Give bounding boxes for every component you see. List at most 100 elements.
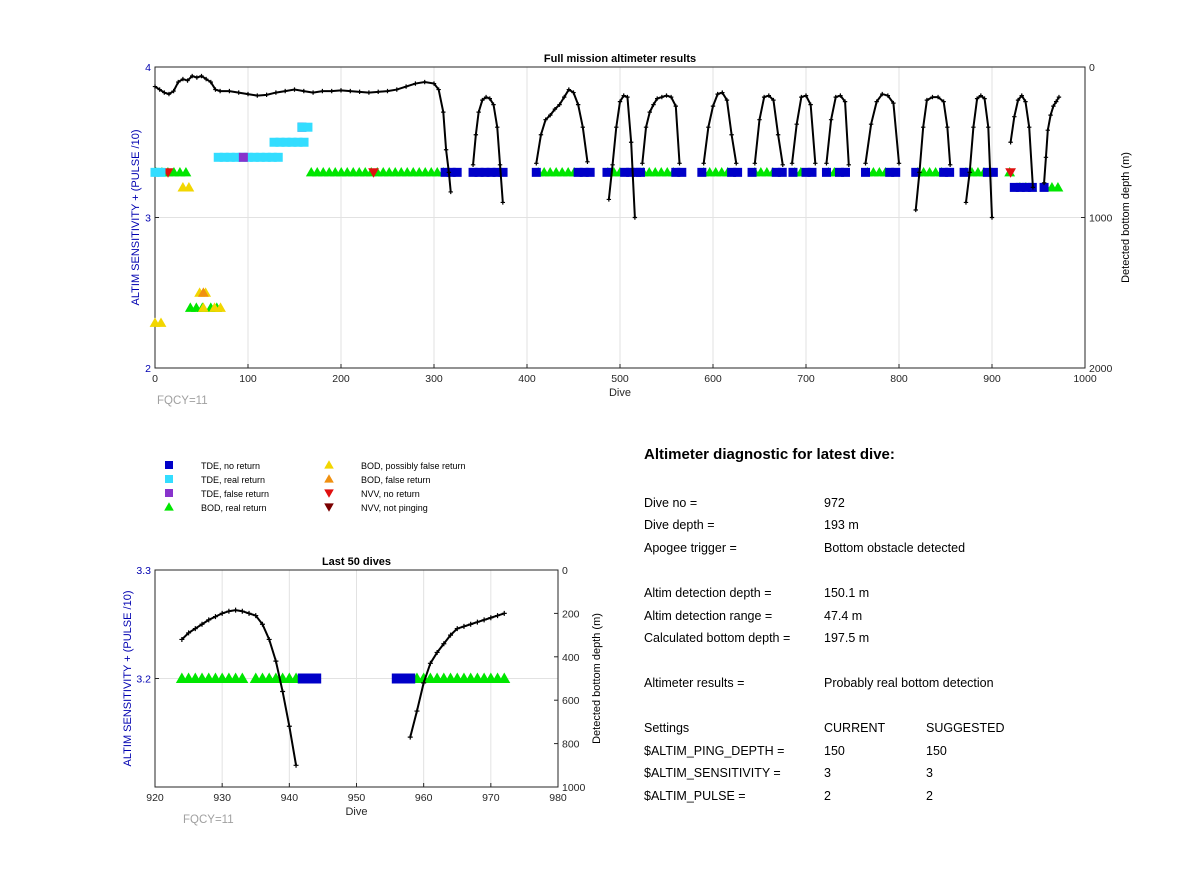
depth-point — [659, 94, 665, 100]
depth-point — [715, 91, 720, 97]
x-tick-label: 960 — [415, 792, 433, 804]
marker — [281, 137, 291, 147]
depth-point — [606, 197, 612, 202]
depth-point — [1023, 99, 1028, 104]
marker — [801, 167, 811, 177]
x-tick-label: 300 — [425, 373, 443, 385]
depth-profile-line — [1009, 93, 1034, 188]
depth-point — [348, 88, 353, 94]
marker — [468, 167, 478, 177]
legend-label: TDE, false return — [201, 489, 269, 499]
depth-point — [963, 200, 969, 205]
marker — [324, 489, 334, 498]
legend-label: TDE, no return — [201, 461, 260, 471]
depth-point — [190, 73, 195, 79]
depth-point — [273, 90, 279, 95]
depth-point — [436, 87, 441, 92]
x-tick-label: 500 — [611, 373, 629, 385]
depth-point — [166, 91, 172, 97]
fqcy-annotation: FQCY=11 — [157, 395, 208, 407]
detection-range-label: Altim detection range = — [644, 609, 773, 623]
depth-point — [495, 125, 500, 130]
depth-point — [431, 81, 437, 86]
depth-point — [194, 75, 200, 80]
depth-point — [245, 91, 251, 97]
marker — [1015, 182, 1025, 192]
depth-point — [930, 94, 935, 100]
depth-profile-line — [914, 96, 952, 211]
marker — [777, 167, 787, 177]
depth-point — [176, 79, 181, 85]
marker — [273, 152, 283, 162]
y-tick-label: 3 — [145, 213, 151, 225]
y-right-tick-label: 1000 — [562, 782, 586, 794]
marker — [155, 317, 167, 327]
marker — [156, 167, 166, 177]
dive-no-value: 972 — [824, 496, 845, 510]
marker — [982, 167, 992, 177]
depth-profile-line — [791, 94, 817, 164]
marker — [287, 137, 297, 147]
x-tick-label: 900 — [983, 373, 1001, 385]
depth-point — [575, 102, 581, 107]
y-tick-label: 3.2 — [136, 674, 151, 686]
x-tick-label: 600 — [704, 373, 722, 385]
depth-point — [761, 94, 767, 100]
marker — [840, 167, 850, 177]
marker — [324, 503, 334, 512]
marker — [297, 122, 307, 132]
calculated-depth-value: 197.5 m — [824, 631, 870, 645]
depth-point — [491, 102, 496, 107]
depth-point — [668, 94, 674, 100]
depth-point — [677, 161, 682, 166]
depth-point — [385, 88, 390, 94]
depth-point — [874, 99, 879, 104]
marker — [885, 167, 895, 177]
depth-point — [403, 84, 409, 89]
depth-point — [701, 161, 706, 166]
depth-point — [729, 132, 734, 137]
depth-point — [947, 162, 953, 168]
x-tick-label: 930 — [213, 792, 231, 804]
marker — [238, 152, 248, 162]
marker — [602, 167, 612, 177]
marker — [1009, 182, 1019, 192]
depth-point — [454, 626, 460, 632]
sensitivity-current: 3 — [824, 766, 831, 780]
depth-point — [179, 636, 185, 642]
depth-point — [585, 159, 590, 165]
marker — [311, 673, 322, 684]
depth-point — [775, 132, 781, 137]
x-axis-label: Dive — [345, 806, 367, 818]
depth-point — [941, 99, 946, 104]
marker — [299, 137, 309, 147]
depth-point — [413, 81, 418, 86]
depth-point — [206, 617, 212, 623]
depth-point — [757, 117, 762, 122]
legend-label: BOD, possibly false return — [361, 461, 466, 471]
marker — [446, 167, 456, 177]
legend-label: TDE, real return — [201, 475, 265, 485]
legend-label: NVV, not pinging — [361, 503, 428, 513]
marker — [498, 167, 508, 177]
y-right-tick-label: 0 — [562, 565, 568, 577]
depth-point — [913, 207, 918, 213]
marker — [215, 302, 226, 312]
depth-point — [192, 626, 198, 632]
marker — [579, 167, 589, 177]
depth-point — [1027, 125, 1032, 130]
depth-point — [473, 132, 479, 137]
marker — [807, 167, 817, 177]
settings-label: Settings — [644, 721, 690, 735]
legend-label: BOD, false return — [361, 475, 431, 485]
marker — [573, 167, 583, 177]
marker — [293, 137, 303, 147]
depth-profile-line — [964, 94, 993, 218]
depth-point — [171, 88, 176, 94]
depth-point — [259, 621, 265, 627]
suggested-header: SUGGESTED — [926, 721, 1005, 735]
depth-point — [838, 93, 843, 98]
depth-point — [917, 170, 922, 175]
depth-point — [217, 88, 223, 94]
